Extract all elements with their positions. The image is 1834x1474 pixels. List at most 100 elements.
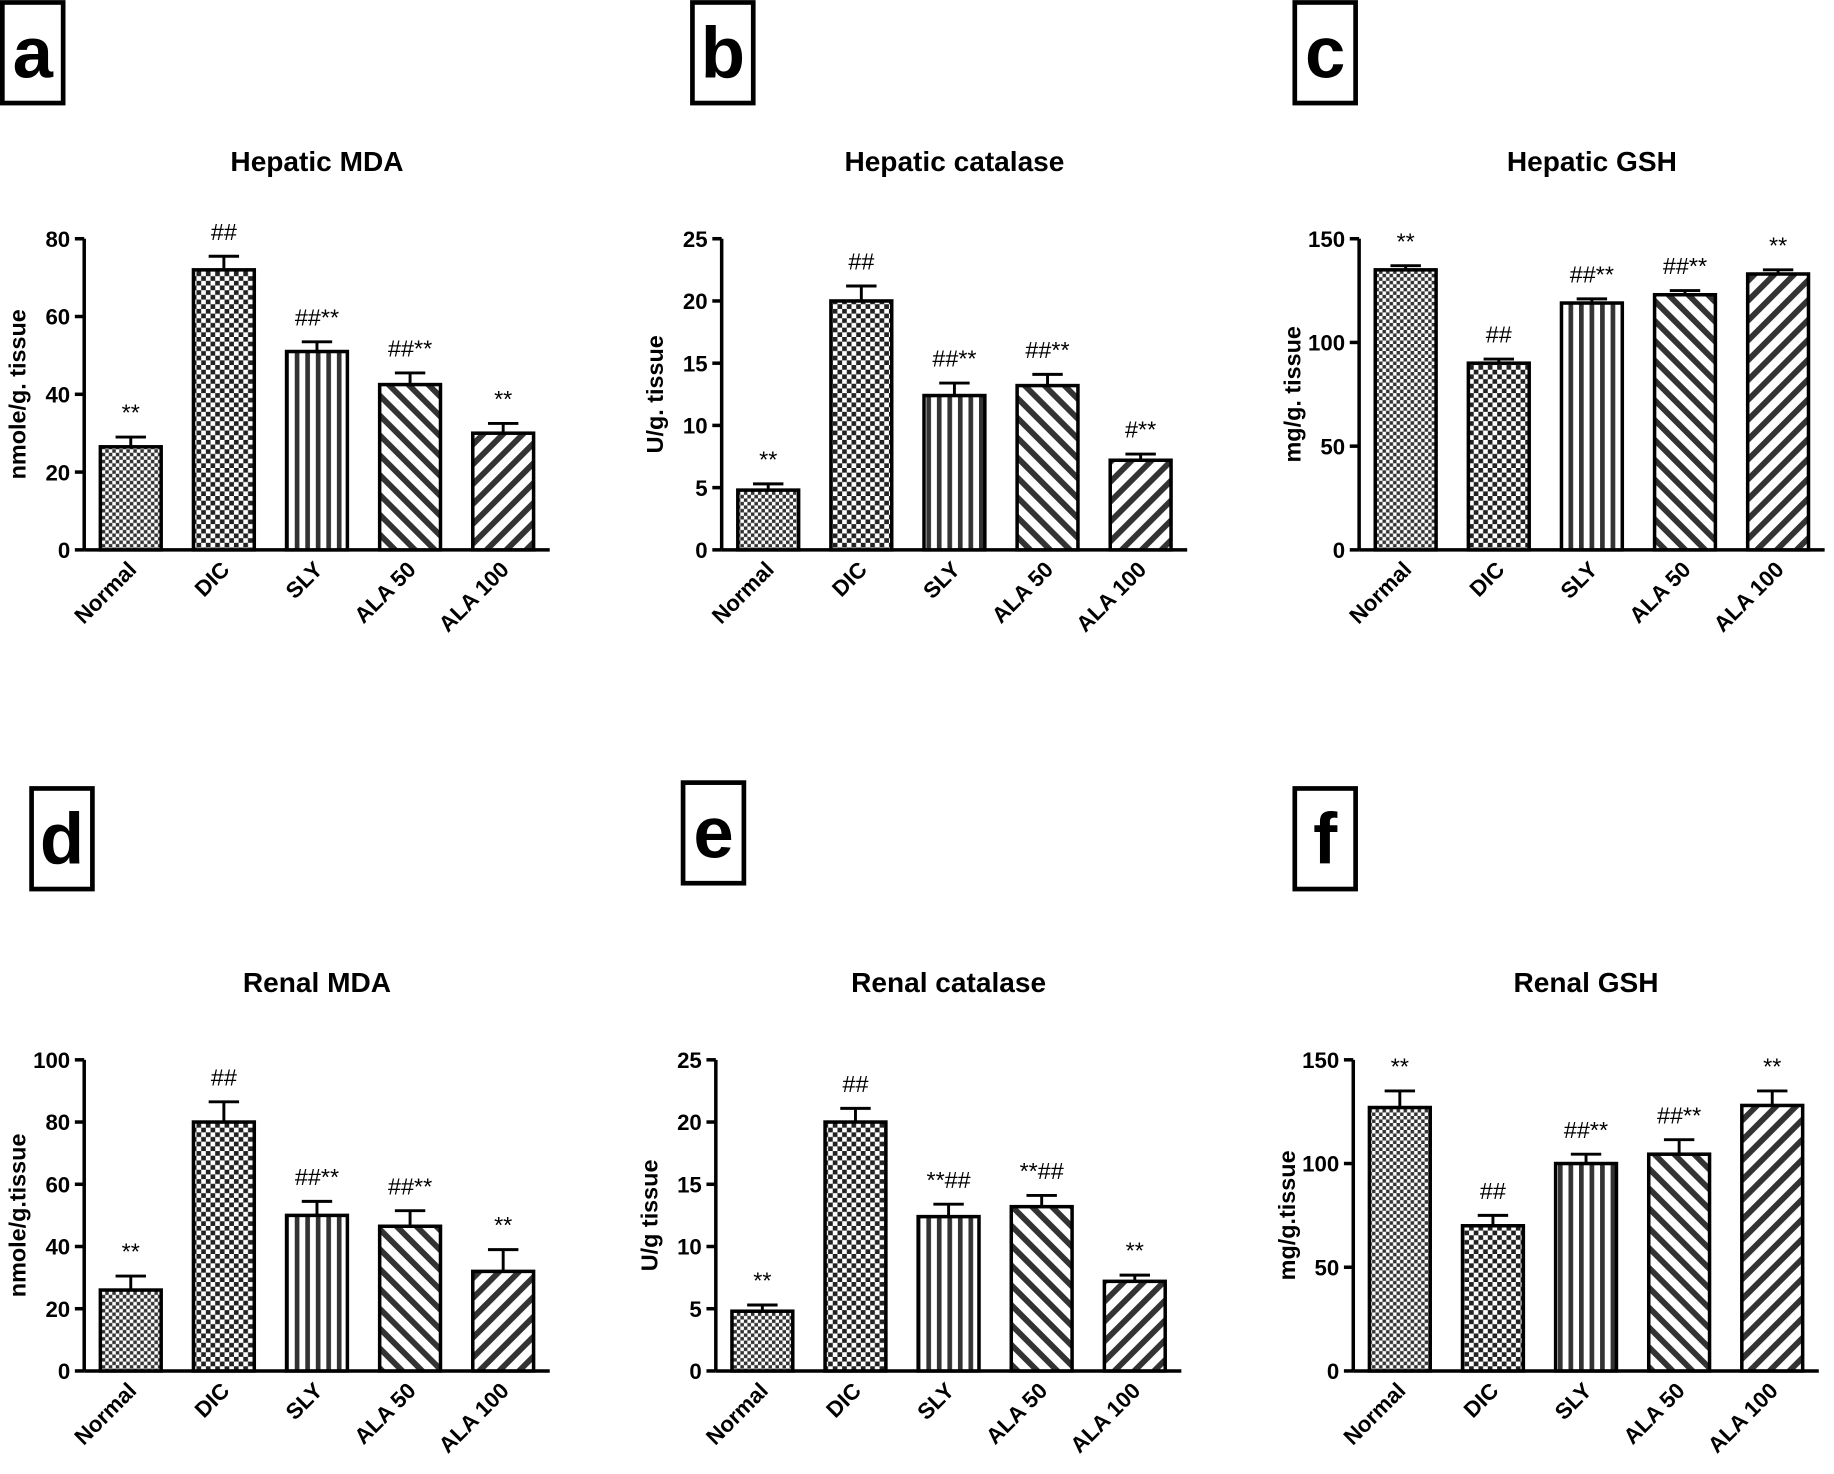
y-tick-label: 5 — [695, 476, 707, 501]
chart-title: Renal catalase — [851, 967, 1046, 998]
significance-label: **## — [1020, 1158, 1064, 1184]
x-tick-label: Normal — [70, 1378, 142, 1450]
y-tick-label: 20 — [45, 460, 70, 485]
significance-label: ##** — [388, 336, 432, 362]
y-tick-label: 10 — [683, 414, 708, 439]
y-tick-label: 80 — [45, 1110, 70, 1135]
significance-label: ##** — [295, 304, 339, 330]
significance-label: ** — [122, 1239, 140, 1265]
significance-label: ## — [1486, 322, 1512, 348]
bar — [98, 445, 163, 552]
bar — [377, 382, 443, 552]
x-tick-label: ALA 100 — [1703, 1378, 1783, 1458]
panel-letter-box — [29, 786, 95, 892]
x-tick-label: DIC — [821, 1378, 866, 1423]
bar — [284, 349, 350, 552]
bar — [191, 1120, 257, 1373]
x-tick-label: Normal — [1344, 557, 1416, 629]
y-tick-label: 0 — [58, 1359, 70, 1384]
bar — [1015, 383, 1080, 552]
bar — [1553, 1161, 1619, 1373]
y-axis-label: nmole/g.tissue — [5, 1134, 31, 1298]
chart-panel: a Hepatic MDA nmole/g. tissue 0 20 40 60 80 ** No… — [0, 0, 550, 637]
significance-label: ##** — [1663, 253, 1707, 279]
significance-label: ** — [1126, 1238, 1144, 1264]
chart-title: Renal MDA — [243, 967, 391, 998]
y-tick-label: 15 — [677, 1172, 702, 1197]
x-tick-label: ALA 50 — [987, 557, 1058, 628]
significance-label: ##** — [295, 1164, 339, 1190]
x-tick-label: ALA 100 — [434, 557, 514, 637]
x-tick-label: ALA 50 — [1618, 1378, 1689, 1449]
bar — [1466, 361, 1531, 552]
x-tick-label: DIC — [190, 557, 235, 602]
significance-label: ## — [211, 1064, 237, 1090]
y-tick-label: 60 — [45, 305, 70, 330]
y-tick-label: 25 — [683, 227, 708, 252]
bar — [1009, 1204, 1074, 1373]
y-tick-label: 60 — [45, 1172, 70, 1197]
bar — [1740, 1103, 1805, 1373]
y-tick-label: 50 — [1315, 1255, 1340, 1280]
significance-label: ** — [753, 1268, 771, 1294]
x-tick-label: DIC — [827, 557, 872, 602]
significance-label: ** — [1763, 1054, 1781, 1080]
panel-letter: e — [693, 792, 733, 873]
significance-label: ##** — [932, 346, 976, 372]
panel-letter-box — [680, 780, 747, 886]
y-tick-label: 5 — [689, 1297, 701, 1322]
bar — [1652, 292, 1718, 552]
chart-panel: c Hepatic GSH mg/g. tissue 0 50 100 150 ** Norma… — [1280, 0, 1825, 637]
x-tick-label: ALA 50 — [349, 557, 420, 628]
significance-label: ## — [211, 219, 237, 245]
y-tick-label: 20 — [677, 1110, 702, 1135]
bar — [377, 1224, 443, 1373]
y-tick-label: 0 — [695, 538, 707, 563]
x-tick-label: SLY — [281, 557, 328, 604]
x-tick-label: ALA 50 — [349, 1378, 420, 1449]
panel-letter-box — [1292, 0, 1358, 106]
significance-label: ** — [494, 386, 512, 412]
panel-letter: a — [13, 12, 54, 93]
bar — [191, 268, 257, 552]
significance-label: #** — [1125, 417, 1156, 443]
x-tick-label: SLY — [1550, 1378, 1597, 1425]
bar — [916, 1214, 981, 1373]
y-tick-label: 20 — [45, 1297, 70, 1322]
panel-letter: f — [1313, 798, 1338, 879]
bar — [922, 393, 987, 552]
y-tick-label: 20 — [683, 289, 708, 314]
y-tick-label: 0 — [1333, 538, 1345, 563]
significance-label: ## — [1480, 1178, 1506, 1204]
y-axis-label: U/g. tissue — [642, 335, 668, 453]
significance-label: ##** — [1025, 337, 1069, 363]
significance-label: **## — [926, 1167, 970, 1193]
y-axis-label: nmole/g. tissue — [5, 309, 31, 479]
x-tick-label: SLY — [918, 557, 965, 604]
y-tick-label: 40 — [45, 382, 70, 407]
chart-panel: e Renal catalase U/g tissue 0 5 10 15 20 25 ** Nor… — [636, 780, 1182, 1458]
y-tick-label: 150 — [1308, 227, 1345, 252]
significance-label: ** — [1397, 228, 1415, 254]
x-tick-label: SLY — [912, 1378, 959, 1425]
bar — [829, 299, 894, 552]
y-axis-label: mg/g. tissue — [1280, 326, 1306, 462]
significance-label: ##** — [1564, 1117, 1608, 1143]
bar — [471, 1269, 536, 1373]
bar — [823, 1120, 888, 1373]
significance-label: ** — [1769, 232, 1787, 258]
significance-label: ##** — [1657, 1102, 1701, 1128]
bar — [1460, 1224, 1526, 1373]
significance-label: ** — [759, 447, 777, 473]
x-tick-label: Normal — [701, 1378, 773, 1450]
chart-title: Hepatic catalase — [844, 146, 1064, 177]
x-tick-label: DIC — [1465, 557, 1510, 602]
y-tick-label: 100 — [1308, 331, 1345, 356]
chart-panel: d Renal MDA nmole/g.tissue 0 20 40 60 80 100 ** No… — [5, 786, 550, 1458]
x-tick-label: Normal — [1339, 1378, 1411, 1450]
x-tick-label: ALA 100 — [434, 1378, 514, 1458]
bar — [471, 431, 536, 552]
bar — [1373, 268, 1438, 552]
y-axis-label: mg/g.tissue — [1274, 1150, 1300, 1280]
